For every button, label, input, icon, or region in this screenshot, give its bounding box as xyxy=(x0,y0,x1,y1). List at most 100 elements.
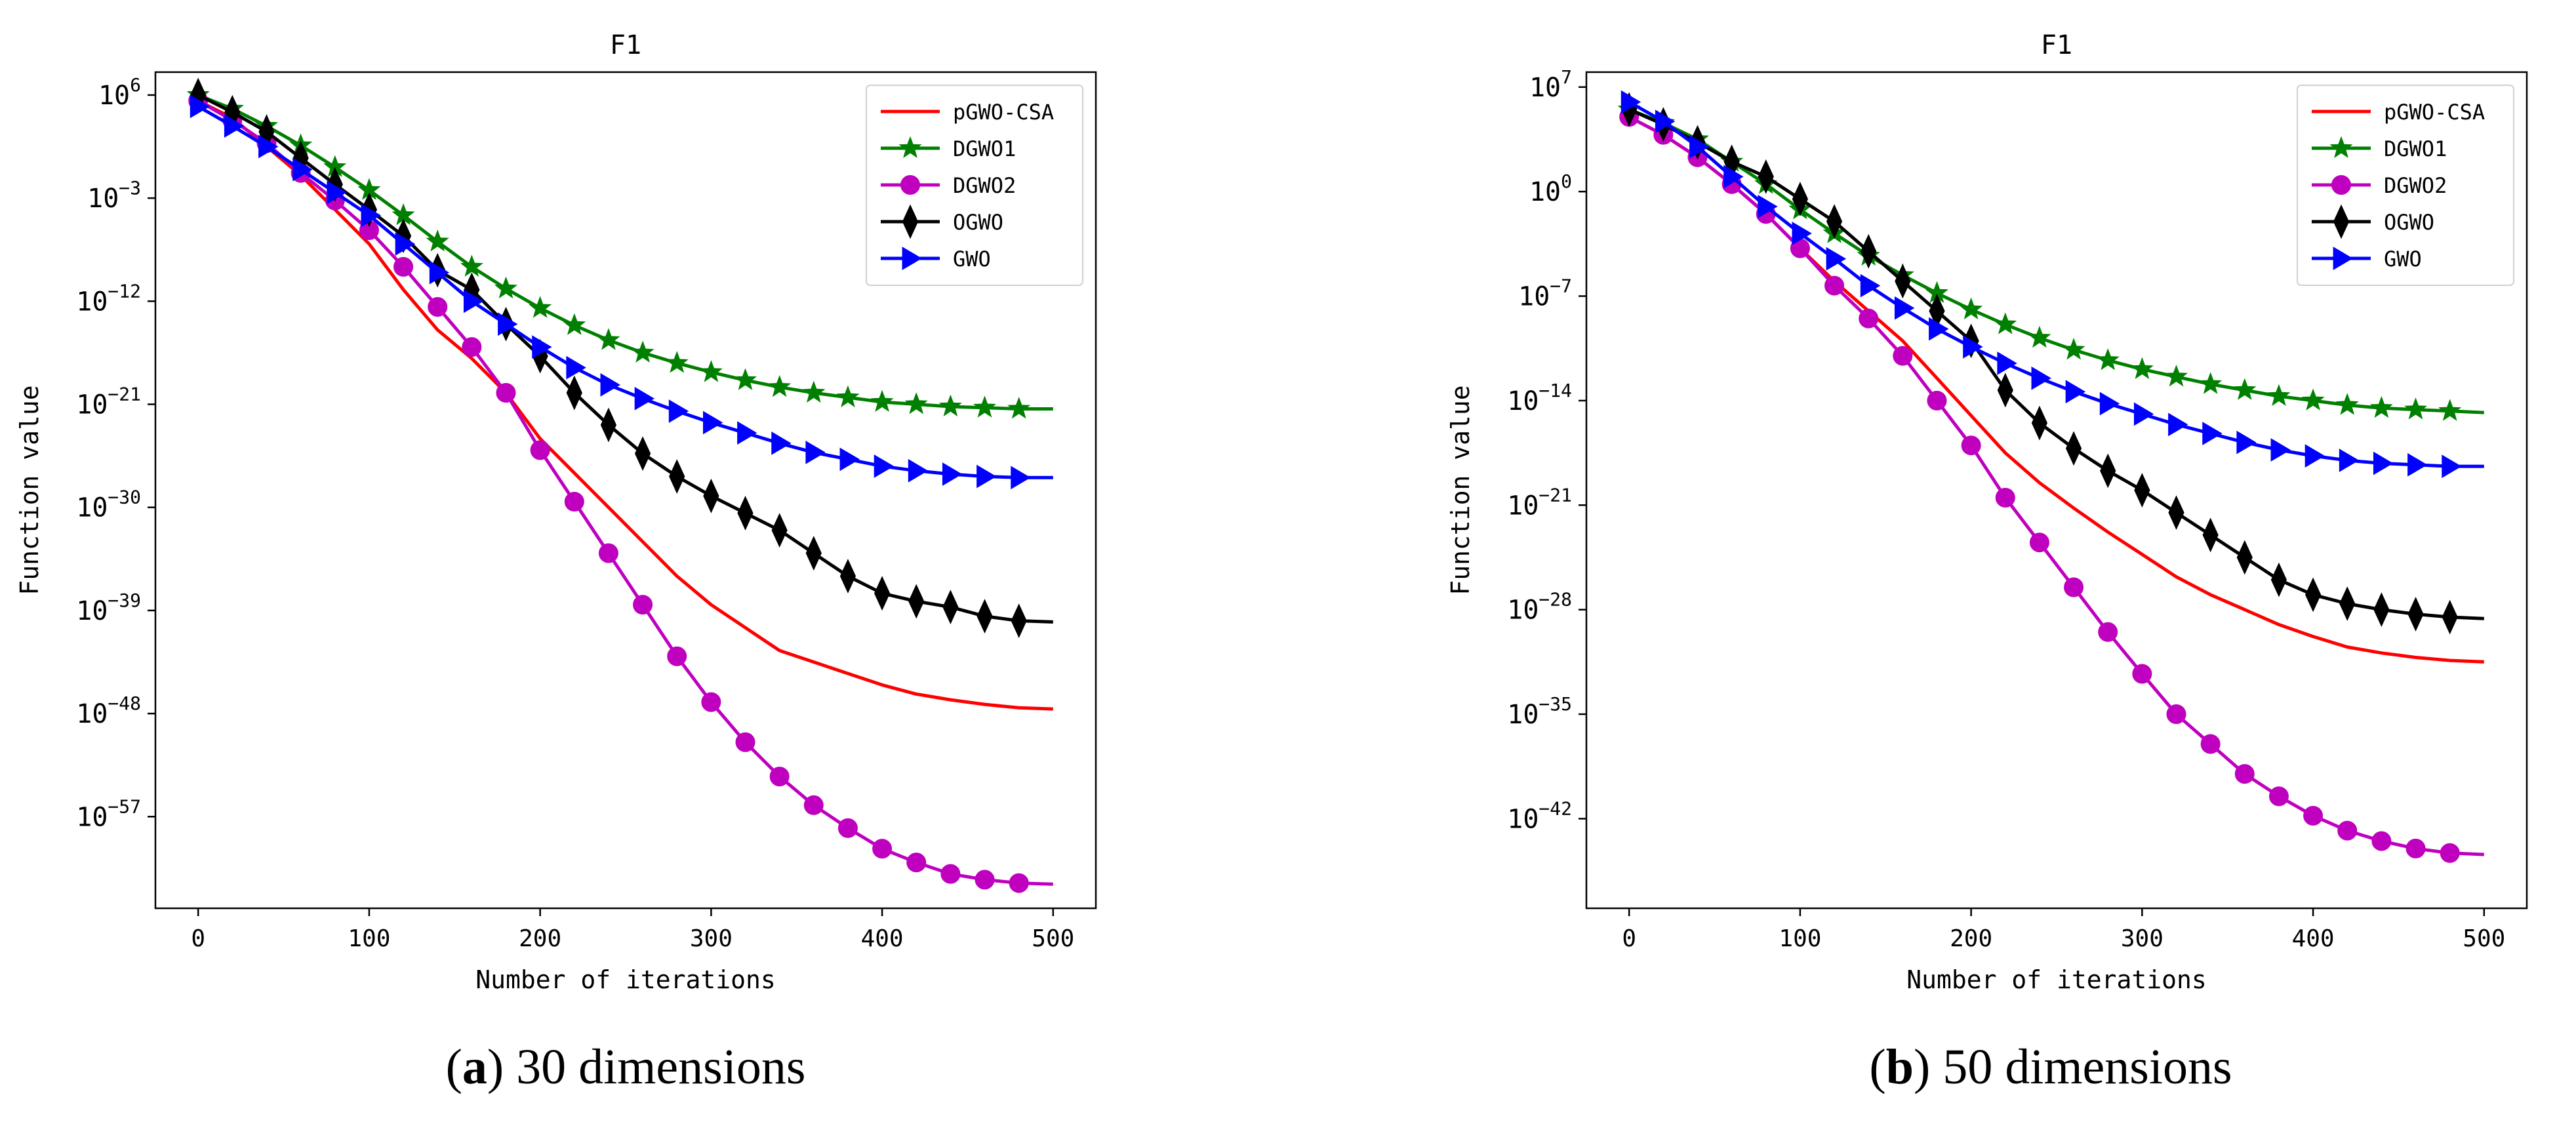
point-gwo xyxy=(2304,444,2325,468)
point-ogwo xyxy=(942,590,959,625)
y-tick-label: 10−30 xyxy=(76,487,141,523)
y-tick-label: 10−7 xyxy=(1518,275,1572,312)
point-gwo xyxy=(2031,366,2051,390)
point-gwo xyxy=(771,432,792,455)
point-dgwo2 xyxy=(1893,346,1913,366)
point-ogwo xyxy=(2236,540,2253,575)
point-gwo xyxy=(1894,296,1915,320)
point-gwo xyxy=(702,411,723,435)
point-dgwo2 xyxy=(633,595,653,615)
point-dgwo1 xyxy=(665,351,689,373)
point-dgwo2 xyxy=(2064,577,2084,597)
y-tick-label: 10−28 xyxy=(1507,589,1572,626)
point-dgwo1 xyxy=(2062,338,2085,360)
point-ogwo xyxy=(2304,577,2322,613)
point-ogwo xyxy=(669,459,685,494)
series-pgwo-csa xyxy=(197,99,1053,711)
point-gwo xyxy=(2407,452,2428,477)
point-dgwo1 xyxy=(426,230,449,252)
point-dgwo2 xyxy=(564,491,584,512)
legend-marker-dgwo2 xyxy=(2331,175,2351,195)
point-dgwo2 xyxy=(906,853,927,873)
point-gwo xyxy=(258,134,279,159)
point-gwo xyxy=(292,157,313,182)
point-gwo xyxy=(2202,422,2223,445)
point-dgwo2 xyxy=(2371,831,2392,851)
point-dgwo1 xyxy=(973,395,997,418)
point-dgwo1 xyxy=(1960,297,1983,319)
point-dgwo1 xyxy=(733,368,757,390)
point-dgwo2 xyxy=(2268,786,2289,807)
point-dgwo1 xyxy=(2130,357,2154,379)
point-ogwo xyxy=(2407,597,2424,632)
point-gwo xyxy=(327,180,347,205)
point-gwo xyxy=(361,203,381,228)
point-gwo xyxy=(1689,134,1710,159)
legend-label-ogwo: OGWO xyxy=(953,210,1003,235)
point-dgwo1 xyxy=(563,313,586,335)
point-ogwo xyxy=(771,513,788,548)
point-dgwo2 xyxy=(2029,533,2049,553)
chart-title: F1 xyxy=(2041,30,2072,60)
point-ogwo xyxy=(2031,405,2048,441)
point-dgwo2 xyxy=(2098,622,2118,642)
x-axis-label: Number of iterations xyxy=(475,965,776,994)
point-dgwo1 xyxy=(460,254,483,277)
point-ogwo xyxy=(2373,592,2390,628)
y-tick-label: 10−39 xyxy=(76,590,141,626)
point-gwo xyxy=(2236,430,2257,454)
legend-marker-dgwo2 xyxy=(900,175,920,195)
point-gwo xyxy=(668,399,689,423)
point-dgwo1 xyxy=(768,374,792,397)
y-tick-label: 10−21 xyxy=(76,384,141,420)
point-ogwo xyxy=(1011,603,1027,639)
point-ogwo xyxy=(2442,599,2458,635)
x-tick-label: 500 xyxy=(1032,925,1074,952)
point-gwo xyxy=(1997,352,2017,375)
legend-label-dgwo1: DGWO1 xyxy=(953,136,1016,161)
point-dgwo2 xyxy=(1995,487,2015,508)
x-tick-label: 300 xyxy=(690,925,733,952)
x-axis-label: Number of iterations xyxy=(1906,965,2207,994)
point-dgwo2 xyxy=(2405,838,2426,858)
point-gwo xyxy=(2133,402,2154,426)
point-dgwo2 xyxy=(872,839,893,859)
point-ogwo xyxy=(874,576,891,611)
y-tick-label: 10−48 xyxy=(76,693,141,729)
point-dgwo2 xyxy=(837,818,858,838)
point-gwo xyxy=(2373,451,2394,475)
legend-marker-dgwo1 xyxy=(2329,136,2353,158)
point-gwo xyxy=(737,421,757,445)
point-dgwo1 xyxy=(870,390,894,412)
series-ogwo xyxy=(1621,92,2484,635)
legend-label-pgwo-csa: pGWO-CSA xyxy=(2384,100,2485,125)
point-dgwo1 xyxy=(631,340,654,363)
x-tick-label: 100 xyxy=(348,925,390,952)
point-dgwo2 xyxy=(940,864,961,884)
legend-marker-ogwo xyxy=(902,204,919,239)
point-ogwo xyxy=(2270,562,2287,597)
point-ogwo xyxy=(2134,473,2150,508)
point-ogwo xyxy=(1792,182,1809,216)
point-dgwo2 xyxy=(1961,435,1981,456)
point-gwo xyxy=(1723,165,1744,189)
point-ogwo xyxy=(737,496,754,531)
x-tick-label: 200 xyxy=(519,925,561,952)
point-dgwo1 xyxy=(2199,372,2223,394)
point-dgwo2 xyxy=(1009,873,1029,893)
point-dgwo2 xyxy=(2303,805,2324,826)
y-tick-label: 10−12 xyxy=(76,280,141,317)
point-gwo xyxy=(429,260,450,285)
point-dgwo2 xyxy=(530,440,550,460)
legend-label-pgwo-csa: pGWO-CSA xyxy=(953,100,1054,125)
point-dgwo1 xyxy=(836,385,860,407)
caption: (a) 30 dimensions xyxy=(446,1039,806,1095)
point-dgwo2 xyxy=(2234,764,2255,784)
legend-marker-dgwo1 xyxy=(898,136,922,158)
legend-label-dgwo2: DGWO2 xyxy=(2384,173,2447,198)
point-gwo xyxy=(839,447,860,472)
series-dgwo1 xyxy=(1617,97,2484,421)
point-gwo xyxy=(1929,317,1949,341)
series-line-pgwo-csa xyxy=(197,99,1053,711)
point-ogwo xyxy=(2168,495,2184,531)
